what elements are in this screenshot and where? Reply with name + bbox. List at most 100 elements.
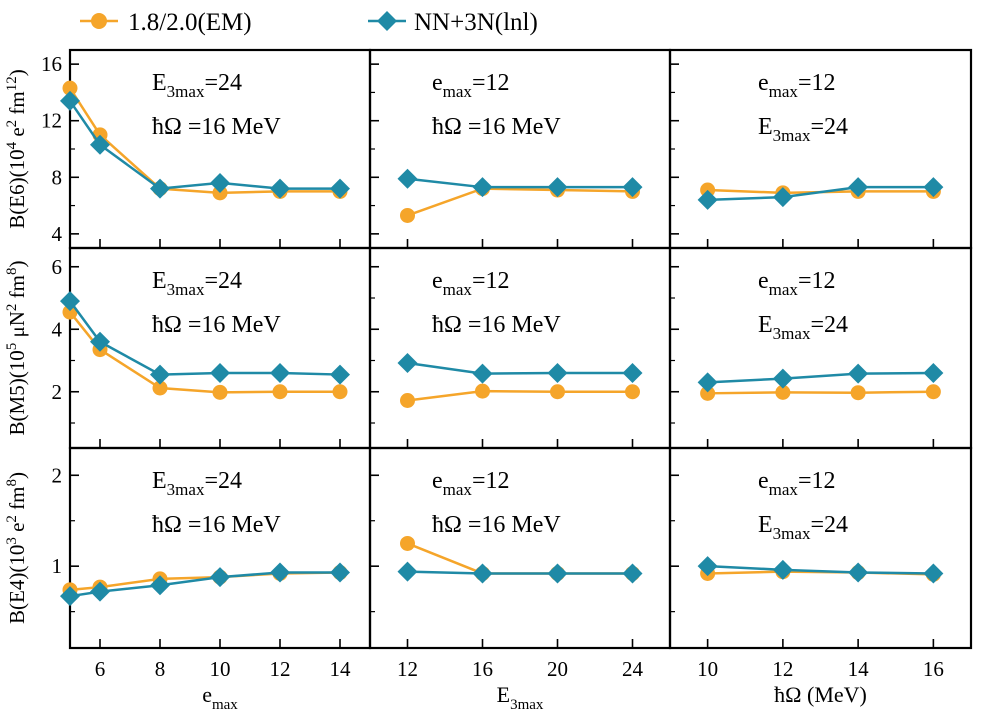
- series-line-nn3n: [69, 571, 340, 598]
- legend-marker-nn3n: [377, 11, 397, 31]
- x-tick-label: 10: [697, 657, 718, 681]
- series-line-nn3n: [407, 570, 633, 575]
- y-axis-labels: B(E6)(104 e2 fm12) B(M5)(105 μN2 fm8) B(E4…: [4, 69, 29, 624]
- series-line-em: [407, 187, 633, 217]
- data-point-nn3n: [547, 563, 568, 584]
- x-tick-label: 20: [547, 657, 568, 681]
- data-point-nn3n: [848, 363, 869, 384]
- legend-label-nn3n: NN+3N(lnl): [414, 9, 538, 36]
- panel-annotation-line1: emax=12: [758, 268, 835, 299]
- y-tick-label: 1: [52, 554, 63, 578]
- data-point-nn3n: [270, 178, 290, 199]
- legend-marker-em: [91, 13, 107, 29]
- series-line-nn3n: [707, 564, 934, 575]
- series-line-nn3n: [407, 361, 633, 375]
- x-tick-label: 16: [923, 657, 944, 681]
- series-line-em: [407, 389, 633, 402]
- panel-r1-c2: emax=12 ħΩ =16 MeV: [368, 48, 672, 250]
- x-tick-label: 14: [848, 657, 870, 681]
- panel-frame: [368, 48, 672, 250]
- panel-annotation-line2: E3max=24: [758, 114, 848, 145]
- series-line-nn3n: [407, 177, 633, 189]
- y-tick-label: 4: [52, 317, 63, 341]
- panel-r3-c2: 12 16 20 24 emax=12 ħΩ =16 MeV: [368, 446, 672, 681]
- data-point-nn3n: [923, 363, 944, 383]
- series-line-em: [707, 390, 934, 395]
- data-point-em: [400, 393, 415, 408]
- data-point-em: [550, 384, 565, 400]
- data-point-nn3n: [923, 177, 944, 198]
- x-axis-labels: emax E3max ħΩ (MeV): [202, 682, 867, 713]
- data-point-nn3n: [472, 177, 493, 198]
- x-tick-label: 12: [397, 657, 418, 681]
- panel-annotation-line1: E3max=24: [152, 70, 242, 101]
- data-point-nn3n: [848, 562, 869, 583]
- series-line-em: [407, 542, 633, 575]
- panel-frame: [368, 246, 672, 450]
- data-point-nn3n: [330, 562, 350, 583]
- series-line-nn3n: [707, 185, 934, 202]
- panel-frame: [368, 446, 672, 650]
- data-point-nn3n: [210, 567, 230, 588]
- data-point-em: [775, 384, 791, 400]
- panel-r1-c1: 4 8 12 16 E3max=24 ħΩ =16 MeV: [41, 48, 372, 250]
- panel-frame: [668, 446, 973, 650]
- y-axis-label: B(E6)(104 e2 fm12): [4, 69, 29, 228]
- panel-annotation-line1: E3max=24: [152, 468, 242, 499]
- series-line-nn3n: [68, 300, 341, 376]
- data-point-em: [475, 383, 490, 399]
- x-tick-label: 12: [270, 657, 291, 681]
- data-point-em: [62, 80, 78, 96]
- data-point-em: [400, 207, 415, 223]
- data-point-nn3n: [90, 581, 110, 602]
- data-point-em: [62, 304, 78, 320]
- series-line-nn3n: [707, 371, 934, 384]
- panel-r2-c2: emax=12 ħΩ =16 MeV: [368, 246, 672, 450]
- x-tick-label: 8: [155, 657, 166, 681]
- data-point-em: [272, 384, 288, 400]
- legend-entry-nn3n: NN+3N(lnl): [368, 9, 538, 36]
- x-tick-label: 24: [622, 657, 644, 681]
- data-point-em: [625, 384, 640, 400]
- data-point-nn3n: [397, 168, 418, 189]
- data-point-nn3n: [472, 363, 493, 384]
- data-point-nn3n: [60, 586, 80, 607]
- y-axis-label: B(E4)(103 e2 fm8): [4, 472, 29, 624]
- x-axis-label: emax: [202, 682, 238, 713]
- data-point-em: [925, 384, 941, 400]
- data-point-nn3n: [772, 187, 793, 208]
- panel-annotation-line1: emax=12: [758, 70, 835, 101]
- panel-annotation-line1: emax=12: [432, 70, 509, 101]
- panel-annotation-line2: ħΩ =16 MeV: [432, 114, 561, 140]
- panel-annotation-line2: E3max=24: [758, 312, 848, 343]
- data-point-nn3n: [622, 177, 643, 198]
- data-point-nn3n: [622, 563, 643, 584]
- data-point-nn3n: [697, 556, 718, 577]
- x-tick-label: 10: [210, 657, 231, 681]
- x-axis-label: ħΩ (MeV): [774, 682, 867, 707]
- panel-annotation-line2: ħΩ =16 MeV: [152, 312, 281, 338]
- data-point-nn3n: [150, 575, 170, 596]
- y-tick-label: 12: [41, 109, 62, 133]
- y-tick-label: 2: [52, 463, 63, 487]
- data-point-nn3n: [60, 291, 80, 312]
- y-tick-label: 16: [41, 52, 62, 76]
- y-tick-label: 6: [52, 255, 63, 279]
- data-point-nn3n: [150, 364, 170, 385]
- panel-annotation-line2: ħΩ =16 MeV: [432, 312, 561, 338]
- data-point-nn3n: [772, 559, 793, 580]
- panel-r2-c3: emax=12 E3max=24: [668, 246, 973, 450]
- data-point-nn3n: [697, 189, 718, 210]
- legend: 1.8/2.0(EM) NN+3N(lnl): [80, 9, 538, 36]
- x-tick-label: 12: [772, 657, 793, 681]
- data-point-nn3n: [472, 563, 493, 584]
- panel-annotation-line2: E3max=24: [758, 512, 848, 543]
- data-point-nn3n: [210, 172, 230, 193]
- panel-annotation-line1: emax=12: [432, 468, 509, 499]
- data-point-nn3n: [150, 178, 170, 199]
- panel-annotation-line1: E3max=24: [152, 268, 242, 299]
- data-point-nn3n: [270, 363, 290, 383]
